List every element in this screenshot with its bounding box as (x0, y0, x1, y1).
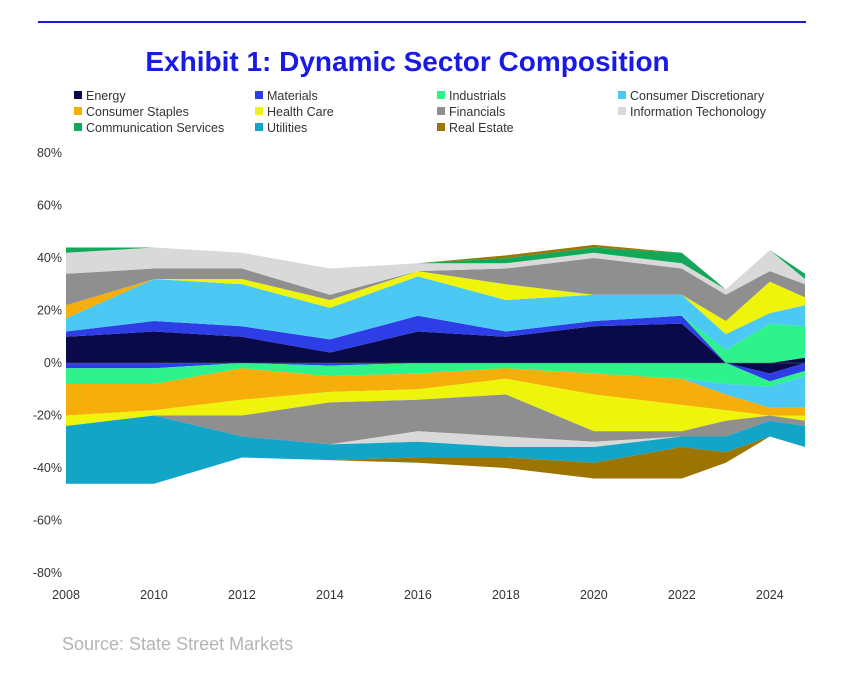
short-area-energy (66, 363, 805, 374)
long-area-energy (66, 323, 805, 363)
x-tick-label: 2008 (52, 588, 80, 602)
legend-label: Consumer Staples (86, 105, 189, 119)
legend-swatch (437, 91, 445, 99)
legend-swatch (437, 123, 445, 131)
legend-label: Information Techonology (630, 105, 766, 119)
y-tick-label: -80% (33, 566, 62, 580)
x-tick-label: 2018 (492, 588, 520, 602)
legend-label: Utilities (267, 121, 308, 135)
long-area-financials (66, 258, 805, 321)
short-area-materials (66, 363, 805, 382)
legend-label: Materials (267, 89, 318, 103)
source-note: Source: State Street Markets (62, 634, 294, 654)
x-tick-label: 2014 (316, 588, 344, 602)
y-tick-label: -40% (33, 461, 62, 475)
short-area-information-techonology (66, 415, 805, 447)
legend-swatch (74, 107, 82, 115)
legend-label: Communication Services (86, 121, 225, 135)
legend-item-utilities: Utilities (255, 121, 307, 135)
long-area-consumer-discretionary (66, 276, 805, 350)
short-area-utilities (66, 415, 805, 484)
legend-label: Energy (86, 89, 126, 103)
legend-swatch (255, 107, 263, 115)
long-area-materials (66, 315, 805, 363)
y-tick-label: 40% (37, 251, 62, 265)
header-rule (38, 21, 806, 23)
chart-title: Exhibit 1: Dynamic Sector Composition (145, 46, 670, 77)
long-area-health-care (66, 271, 805, 335)
legend-swatch (74, 123, 82, 131)
legend-swatch (74, 91, 82, 99)
short-area-consumer-staples (66, 368, 805, 416)
legend-label: Consumer Discretionary (630, 89, 765, 103)
x-tick-label: 2024 (756, 588, 784, 602)
y-tick-label: 80% (37, 146, 62, 160)
legend-label: Financials (449, 105, 506, 119)
y-tick-label: -20% (33, 409, 62, 423)
legend-swatch (437, 107, 445, 115)
x-tick-label: 2016 (404, 588, 432, 602)
y-tick-label: 0% (44, 356, 62, 370)
long-stack (66, 244, 805, 363)
legend-item-materials: Materials (255, 89, 318, 103)
short-area-health-care (66, 378, 805, 432)
legend-swatch (255, 123, 263, 131)
legend-label: Industrials (449, 89, 506, 103)
legend-swatch (618, 107, 626, 115)
legend-swatch (618, 91, 626, 99)
short-stack (66, 363, 805, 484)
y-tick-label: -60% (33, 514, 62, 528)
legend-swatch (255, 91, 263, 99)
legend-item-real-estate: Real Estate (437, 121, 514, 135)
legend-item-health-care: Health Care (255, 105, 334, 119)
legend-item-financials: Financials (437, 105, 505, 119)
legend-item-communication-services: Communication Services (74, 121, 224, 135)
y-tick-label: 20% (37, 304, 62, 318)
y-tick-label: 60% (37, 199, 62, 213)
short-area-financials (66, 394, 805, 445)
short-area-real-estate (66, 436, 805, 484)
legend-label: Health Care (267, 105, 334, 119)
legend-item-consumer-staples: Consumer Staples (74, 105, 189, 119)
short-area-industrials (66, 363, 805, 387)
long-area-information-techonology (66, 247, 805, 295)
legend-label: Real Estate (449, 121, 514, 135)
legend-item-industrials: Industrials (437, 89, 506, 103)
x-tick-label: 2012 (228, 588, 256, 602)
x-tick-label: 2010 (140, 588, 168, 602)
x-tick-label: 2020 (580, 588, 608, 602)
long-area-industrials (66, 315, 805, 363)
x-tick-label: 2022 (668, 588, 696, 602)
legend-item-information-techonology: Information Techonology (618, 105, 766, 119)
legend-item-consumer-discretionary: Consumer Discretionary (618, 89, 764, 103)
legend-item-energy: Energy (74, 89, 126, 103)
